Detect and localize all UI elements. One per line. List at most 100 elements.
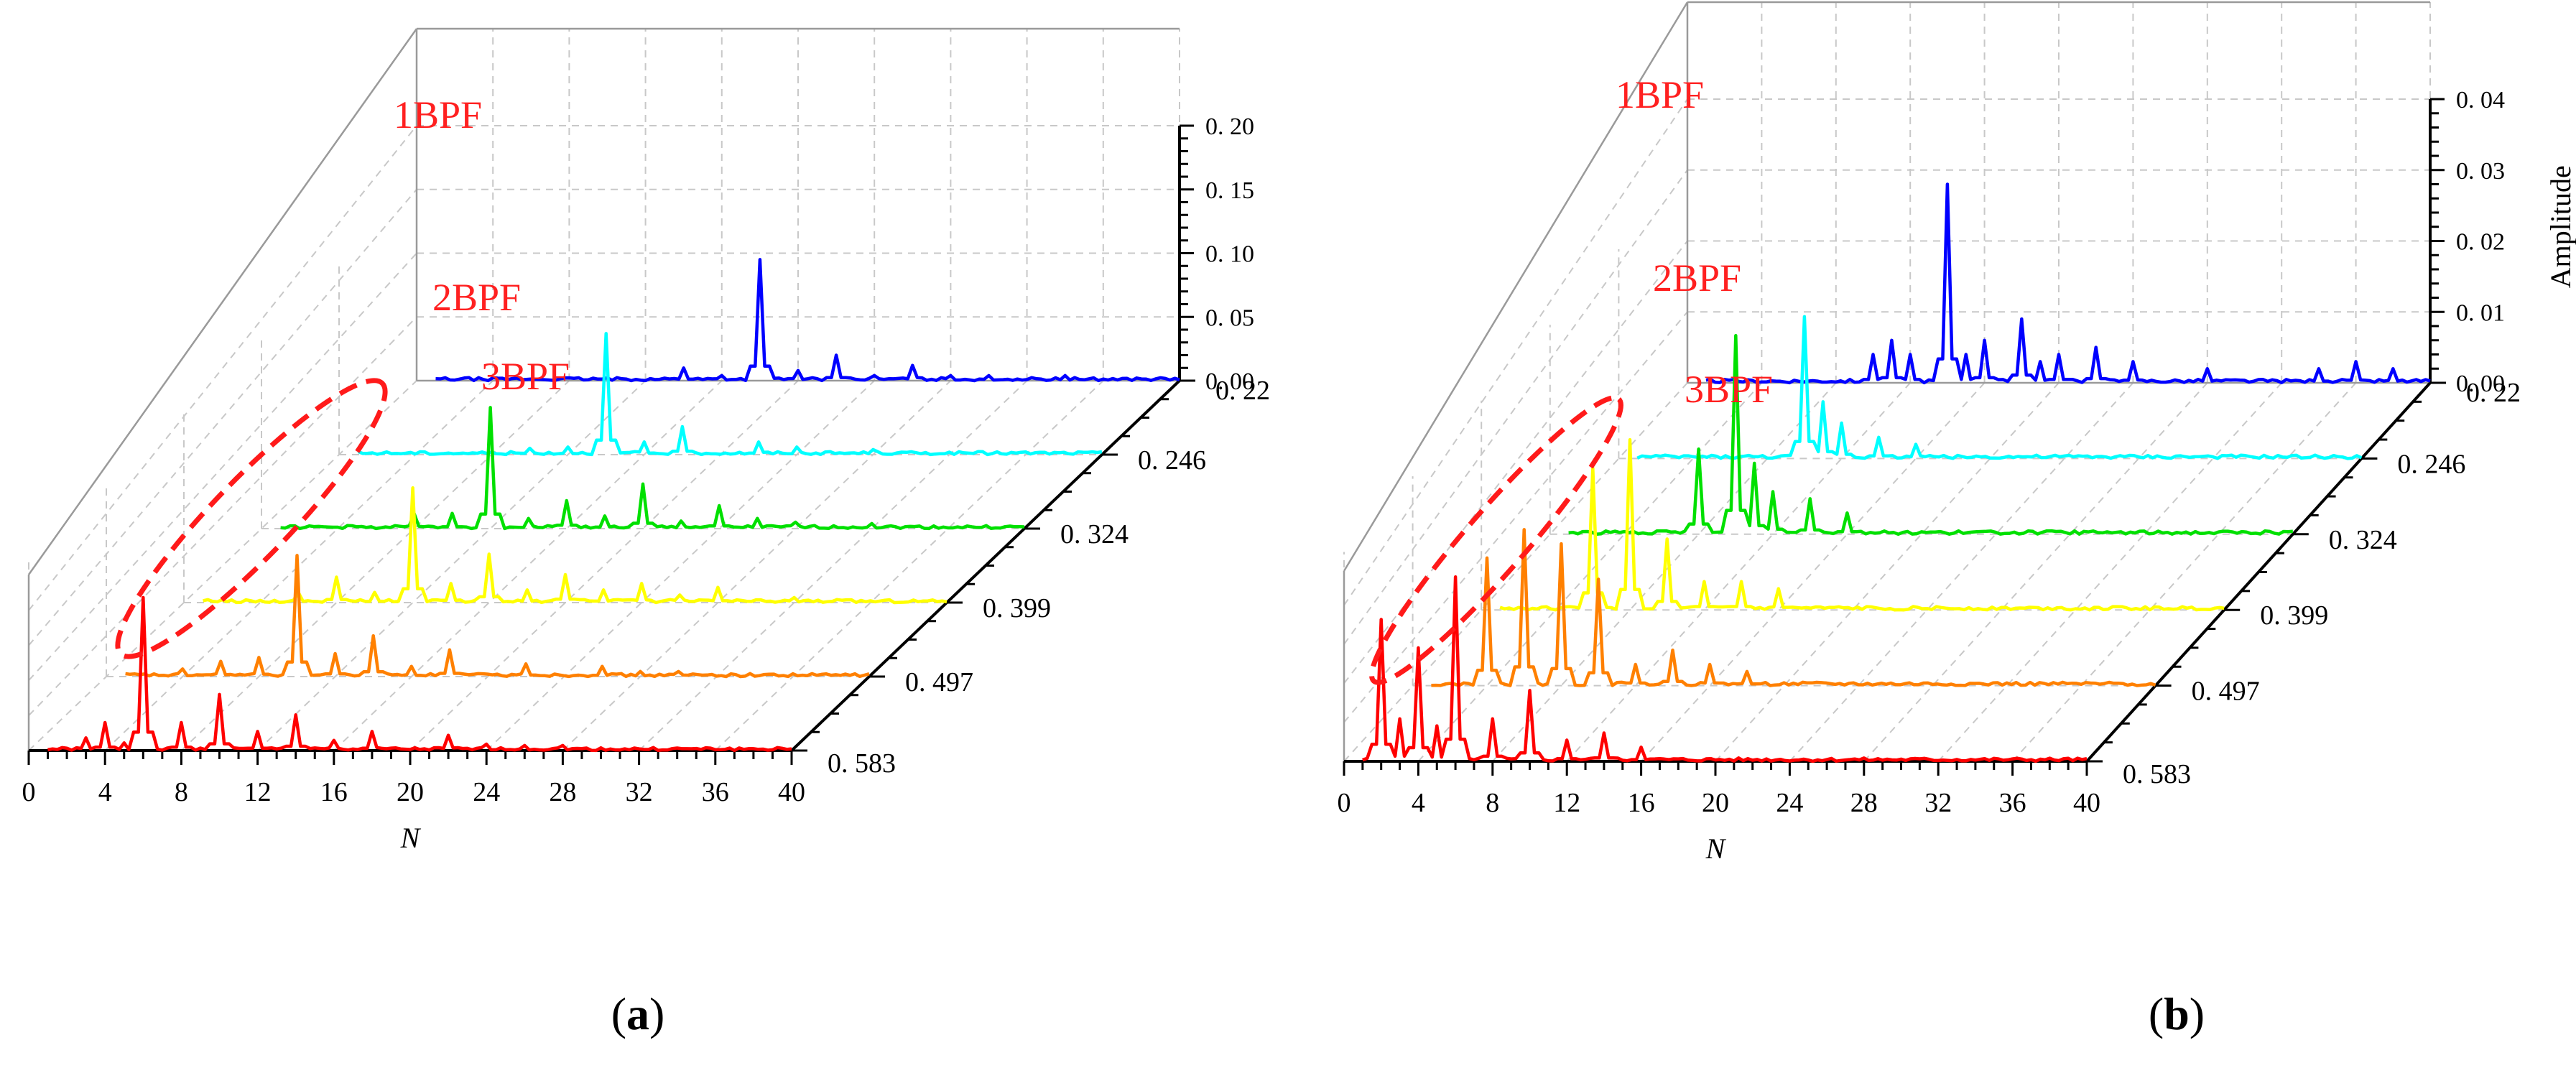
floor-gridline xyxy=(409,380,799,751)
z-tick-label: 0. 20 xyxy=(1205,113,1254,140)
depth-axis: 0. 583 0. 497 0. 399 0. 324 0. 246 0. 22 xyxy=(2085,378,2521,789)
row-label: 0. 399 xyxy=(2260,600,2328,631)
x-tick-label: 28 xyxy=(549,777,576,807)
floor-gridline xyxy=(562,380,952,751)
series-line xyxy=(357,332,1103,457)
z-tick-label: 0. 02 xyxy=(2456,229,2505,256)
bpf-label: 3BPF xyxy=(1685,368,1773,411)
row-label: 0. 22 xyxy=(1215,376,1270,406)
x-axis-label: N xyxy=(1705,832,1727,865)
annotations: 1BPF 2BPF 3BPF xyxy=(1369,73,1773,685)
series-line xyxy=(1636,315,2363,460)
spectra xyxy=(47,258,1180,753)
row-label: 0. 246 xyxy=(2397,449,2465,479)
side-gridline xyxy=(28,189,417,646)
floor-gridline xyxy=(333,380,723,751)
x-tick-label: 8 xyxy=(1486,788,1499,818)
x-axis: 0 4 8 12 16 20 24 28 32 36 40 N xyxy=(22,749,805,854)
series-line xyxy=(1362,575,2088,763)
highlight-ellipse xyxy=(1369,395,1623,685)
x-tick-label: 12 xyxy=(1553,788,1580,818)
row-label: 0. 583 xyxy=(2123,759,2191,789)
top-side-edge xyxy=(1343,1,1689,572)
row-label: 0. 324 xyxy=(1060,519,1129,549)
floor-gridline xyxy=(1640,382,1986,762)
side-gridline xyxy=(28,252,417,682)
x-tick-label: 8 xyxy=(175,777,188,807)
highlight-ellipse xyxy=(115,378,388,659)
series-line xyxy=(435,258,1180,383)
floor-gridline xyxy=(638,380,1028,751)
row-label: 0. 246 xyxy=(1138,445,1206,475)
x-tick-label: 40 xyxy=(778,777,805,807)
floor-gridline xyxy=(1343,382,1688,762)
bpf-label: 1BPF xyxy=(1616,73,1704,116)
side-gridline xyxy=(1343,170,1688,645)
row-label: 0. 497 xyxy=(2192,677,2260,707)
row-label: 0. 583 xyxy=(828,748,896,779)
x-tick-label: 0 xyxy=(1338,788,1351,818)
series-line xyxy=(1499,437,2225,612)
bpf-label: 2BPF xyxy=(1653,256,1741,299)
bpf-label: 1BPF xyxy=(394,93,482,136)
depth-axis: 0. 583 0. 497 0. 399 0. 324 0. 246 0. 22 xyxy=(790,376,1270,779)
z-tick-label: 0. 03 xyxy=(2456,158,2505,185)
row-label: 0. 324 xyxy=(2329,525,2397,555)
chart-panel-b: 0 4 8 12 16 20 24 28 32 36 40 N 0. 583 0. 497 0. 399 0.… xyxy=(1288,0,2576,1068)
series-line xyxy=(203,486,948,605)
z-tick-label: 0. 04 xyxy=(2456,87,2505,113)
z-tick-label: 0. 01 xyxy=(2456,299,2505,326)
bpf-label: 3BPF xyxy=(481,355,570,398)
floor-gridline xyxy=(486,380,875,751)
side-gridline xyxy=(28,316,417,716)
series-line xyxy=(1568,334,2293,537)
floor-gridline xyxy=(2011,382,2357,762)
z-tick-label: 0. 05 xyxy=(1205,305,1254,331)
x-tick-label: 12 xyxy=(244,777,272,807)
series-line xyxy=(125,554,870,679)
series-line xyxy=(1705,182,2431,385)
x-tick-label: 32 xyxy=(1924,788,1952,818)
x-tick-label: 4 xyxy=(1412,788,1425,818)
x-tick-label: 0 xyxy=(22,777,36,807)
top-side-edge xyxy=(27,28,418,575)
x-tick-label: 28 xyxy=(1850,788,1878,818)
series-line xyxy=(1431,528,2156,687)
x-tick-label: 40 xyxy=(2073,788,2100,818)
side-gridline xyxy=(1343,311,1688,723)
z-axis: 0. 00 0. 01 0. 02 0. 03 0. 04 Amplitude xyxy=(2429,87,2576,397)
row-label: 0. 399 xyxy=(983,593,1051,623)
z-tick-label: 0. 00 xyxy=(2456,371,2505,397)
floor-gridline xyxy=(1715,382,2060,762)
x-tick-label: 24 xyxy=(473,777,500,807)
z-tick-label: 0. 00 xyxy=(1205,368,1254,395)
x-tick-label: 32 xyxy=(626,777,653,807)
floor-gridline xyxy=(256,380,647,751)
side-gridline xyxy=(1343,98,1688,606)
x-tick-label: 16 xyxy=(1628,788,1655,818)
x-tick-label: 36 xyxy=(702,777,729,807)
floor-gridline xyxy=(1863,382,2208,762)
x-tick-label: 4 xyxy=(98,777,112,807)
row-label: 0. 22 xyxy=(2466,378,2521,408)
bpf-label: 2BPF xyxy=(432,276,521,319)
z-tick-label: 0. 15 xyxy=(1205,177,1254,204)
floor-gridline xyxy=(104,380,494,751)
floor-gridline xyxy=(715,380,1104,751)
row-label: 0. 497 xyxy=(905,667,973,697)
spectra xyxy=(1362,182,2431,763)
z-axis-label: Amplitude xyxy=(2544,165,2576,288)
x-tick-label: 20 xyxy=(397,777,424,807)
chart-panel-a: 0 4 8 12 16 20 24 28 32 36 40 N 0. 583 0. 497 0. 399 0.… xyxy=(22,27,1270,1039)
series-line xyxy=(47,595,792,753)
annotations: 1BPF 2BPF 3BPF xyxy=(115,93,570,659)
floor-gridline xyxy=(1789,382,2134,762)
x-tick-label: 24 xyxy=(1776,788,1803,818)
z-axis: 0. 000. 050. 100. 150. 20Amplitude xyxy=(1178,113,1254,395)
side-gridline xyxy=(28,125,417,611)
z-tick-label: 0. 10 xyxy=(1205,241,1254,268)
caption-b: (b) xyxy=(2148,988,2205,1039)
x-tick-label: 16 xyxy=(320,777,348,807)
caption-a: (a) xyxy=(611,988,665,1039)
